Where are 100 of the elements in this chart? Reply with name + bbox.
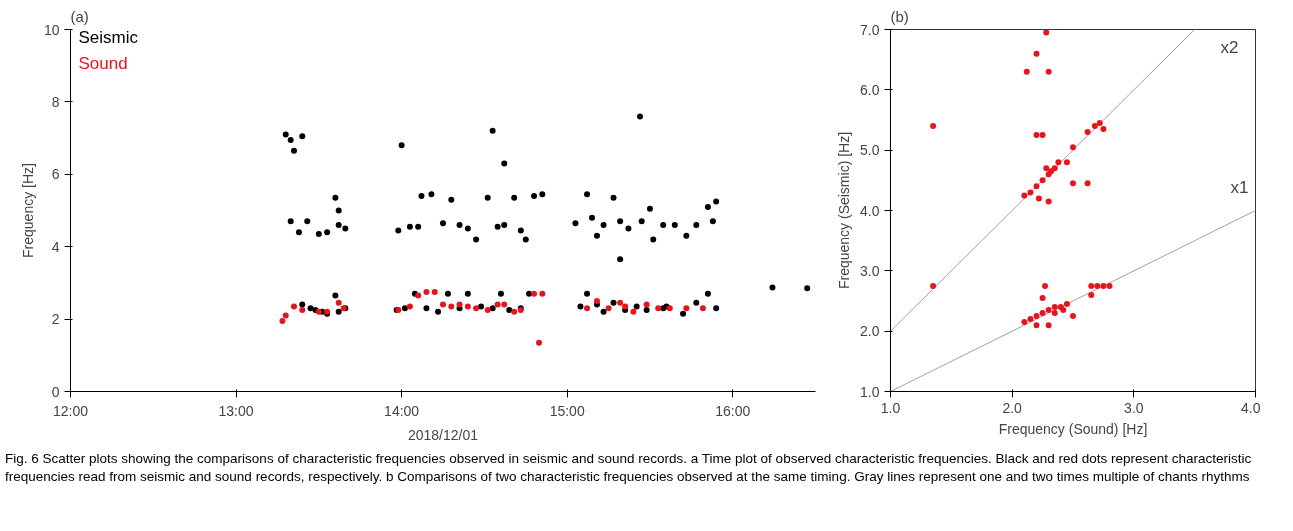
point (1042, 282, 1049, 289)
point (282, 312, 289, 319)
point (1084, 129, 1091, 136)
y-tick-label: 6 (51, 166, 60, 183)
point (1043, 165, 1050, 172)
point (1045, 68, 1052, 75)
point (1051, 310, 1058, 317)
point (1100, 282, 1107, 289)
point (630, 308, 637, 315)
y-tick-label: 7.0 (860, 21, 880, 38)
x-tick-label: 14:00 (384, 402, 420, 419)
point (1021, 319, 1028, 326)
text: Sound (78, 53, 128, 73)
point (423, 288, 430, 295)
annotation: x1 (1230, 177, 1249, 197)
y-tick-label: 6.0 (860, 81, 880, 98)
x-axis-title: 2018/12/01 (407, 426, 479, 443)
x-tick-label: 3.0 (1124, 399, 1144, 416)
x-tick-label: 2.0 (1002, 399, 1023, 416)
point (536, 339, 543, 346)
point (1039, 310, 1046, 317)
point (584, 305, 591, 312)
point (464, 303, 471, 310)
annotation: x2 (1220, 37, 1239, 57)
point (539, 290, 546, 297)
point (511, 308, 518, 315)
point (448, 303, 455, 310)
point (930, 123, 937, 130)
point (279, 317, 286, 324)
point (531, 290, 538, 297)
point (1088, 282, 1095, 289)
point (501, 301, 508, 308)
x-tick-label: 15:00 (549, 402, 585, 419)
x-axis-title: Frequency (Sound) [Hz] (998, 420, 1148, 437)
y-tick-label: 8 (51, 93, 60, 110)
point (431, 288, 438, 295)
point (1021, 192, 1028, 199)
point (593, 298, 600, 304)
point (484, 307, 491, 314)
y-tick-label: 3.0 (860, 262, 880, 279)
point (1033, 132, 1040, 139)
point (1070, 144, 1076, 151)
point (1091, 123, 1098, 130)
point (291, 303, 297, 310)
point (1039, 132, 1046, 139)
y-axis-title: Frequency (Seismic) [Hz] (836, 131, 853, 290)
point (1106, 282, 1113, 289)
point (1027, 316, 1034, 323)
point (1039, 177, 1046, 184)
point (1023, 68, 1030, 75)
point (1033, 313, 1040, 320)
point (440, 301, 446, 308)
point (1035, 195, 1042, 202)
y-tick-label: 4.0 (860, 202, 880, 219)
point (1096, 120, 1103, 127)
point (335, 299, 342, 306)
y-tick-label: 5.0 (860, 142, 880, 159)
y-tick-label: 1.0 (860, 383, 880, 400)
point (1033, 183, 1040, 190)
point (494, 301, 501, 308)
point (683, 305, 690, 312)
point (1055, 159, 1062, 166)
point (1063, 301, 1070, 308)
point (655, 305, 662, 312)
point (1045, 322, 1052, 329)
point (1070, 180, 1076, 187)
y-tick-label: 2.0 (860, 323, 880, 340)
y-tick-label: 2 (51, 311, 60, 328)
point (1088, 291, 1095, 298)
chart-title: (a) (70, 7, 89, 25)
point (1039, 294, 1046, 301)
x-tick-label: 16:00 (715, 402, 751, 419)
point (643, 301, 650, 308)
point (617, 299, 624, 306)
point (605, 305, 612, 312)
y-tick-label: 4 (51, 238, 60, 255)
point (1051, 304, 1058, 311)
point (1084, 180, 1091, 187)
y-axis-title: Frequency [Hz] (19, 163, 36, 258)
y-tick-label: 0 (51, 383, 60, 400)
caption: Fig. 6 Scatter plots showing the comparisons of characteristic frequencies observed in seismic and sound records. a Time plot of observed characteristic frequencies. Black and red dots represent characteristic frequencies read from seismic and sound records, respectively. b Comparisons of two characteristic frequencies observed at the same timing. Gray lines represent one and two times multiple of chants rhythms (5, 450, 1253, 487)
point (1045, 307, 1052, 314)
text: Seismic (78, 27, 139, 47)
point (622, 303, 629, 310)
point (473, 305, 480, 312)
point (299, 307, 306, 314)
x-tick-label: 13:00 (218, 402, 254, 419)
point (415, 292, 422, 299)
point (1033, 50, 1040, 57)
point (406, 303, 413, 310)
x-tick-label: 4.0 (1241, 399, 1261, 416)
point (1070, 313, 1076, 320)
point (1100, 126, 1107, 133)
x-tick-label: 12:00 (52, 402, 89, 419)
x-tick-label: 1.0 (880, 399, 901, 416)
point (1094, 282, 1101, 289)
point (1063, 159, 1070, 166)
point (1027, 189, 1034, 196)
point (1045, 198, 1052, 205)
y-tick-label: 10 (43, 21, 60, 38)
